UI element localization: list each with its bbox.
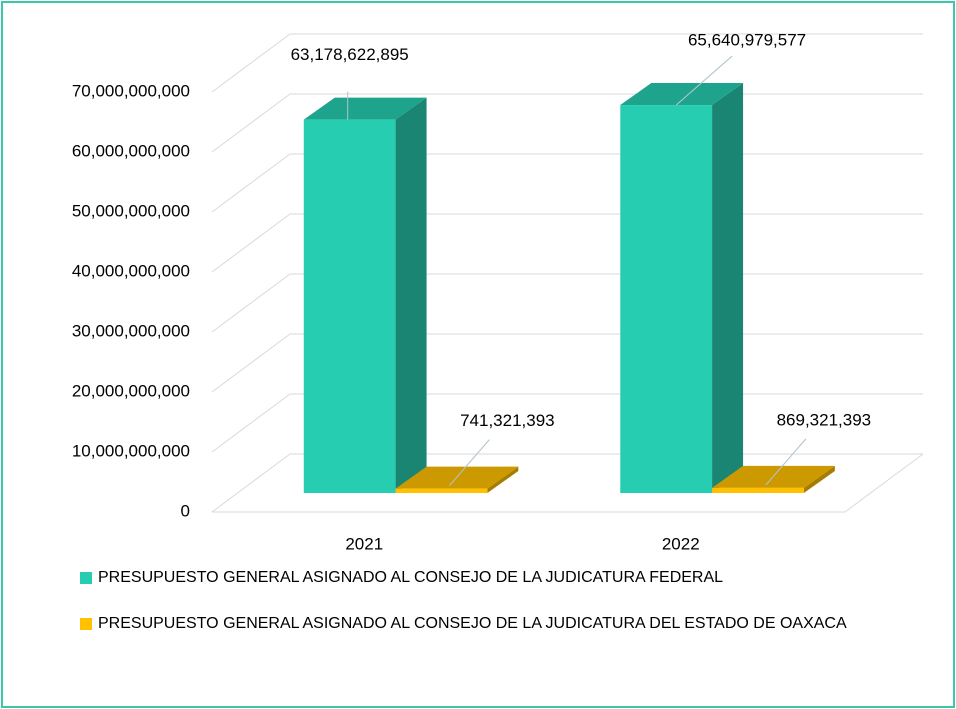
y-tick-label: 0 [181, 501, 190, 520]
leader-line [765, 438, 807, 486]
legend-label: PRESUPUESTO GENERAL ASIGNADO AL CONSEJO … [98, 569, 724, 586]
grid-line [211, 333, 291, 393]
grid-line [211, 33, 291, 93]
grid-line [211, 153, 291, 213]
data-label: 869,321,393 [777, 410, 872, 429]
bar-top [620, 83, 744, 106]
leader-line [675, 55, 733, 106]
grid-line [211, 213, 291, 273]
grid-line [211, 453, 291, 513]
grid-line [211, 393, 291, 453]
bar [395, 488, 488, 493]
bar [303, 119, 396, 493]
bar-top [303, 97, 427, 120]
y-tick-label: 20,000,000,000 [72, 381, 190, 400]
bar [620, 105, 713, 493]
bar-side [395, 97, 427, 493]
legend-entry: PRESUPUESTO GENERAL ASIGNADO AL CONSEJO … [80, 612, 900, 636]
y-tick-label: 10,000,000,000 [72, 441, 190, 460]
legend: PRESUPUESTO GENERAL ASIGNADO AL CONSEJO … [80, 566, 900, 658]
x-tick-label: 2021 [345, 534, 383, 553]
leader-line [449, 439, 490, 486]
floor-edge [844, 453, 924, 513]
y-tick-label: 40,000,000,000 [72, 261, 190, 280]
bar-side [803, 465, 835, 493]
y-tick-label: 50,000,000,000 [72, 201, 190, 220]
grid-line [211, 93, 291, 153]
legend-entry: PRESUPUESTO GENERAL ASIGNADO AL CONSEJO … [80, 566, 900, 590]
x-tick-label: 2022 [662, 534, 700, 553]
y-tick-label: 60,000,000,000 [72, 141, 190, 160]
data-label: 63,178,622,895 [291, 45, 409, 64]
legend-label: PRESUPUESTO GENERAL ASIGNADO AL CONSEJO … [98, 615, 847, 632]
grid-line [211, 273, 291, 333]
bar [712, 487, 804, 493]
bar-side [712, 83, 744, 493]
y-tick-label: 70,000,000,000 [72, 81, 190, 100]
data-label: 65,640,979,577 [688, 31, 806, 50]
legend-swatch [80, 572, 92, 584]
bar-side [487, 466, 519, 493]
y-tick-label: 30,000,000,000 [72, 321, 190, 340]
data-label: 741,321,393 [460, 411, 555, 430]
legend-swatch [80, 618, 92, 630]
